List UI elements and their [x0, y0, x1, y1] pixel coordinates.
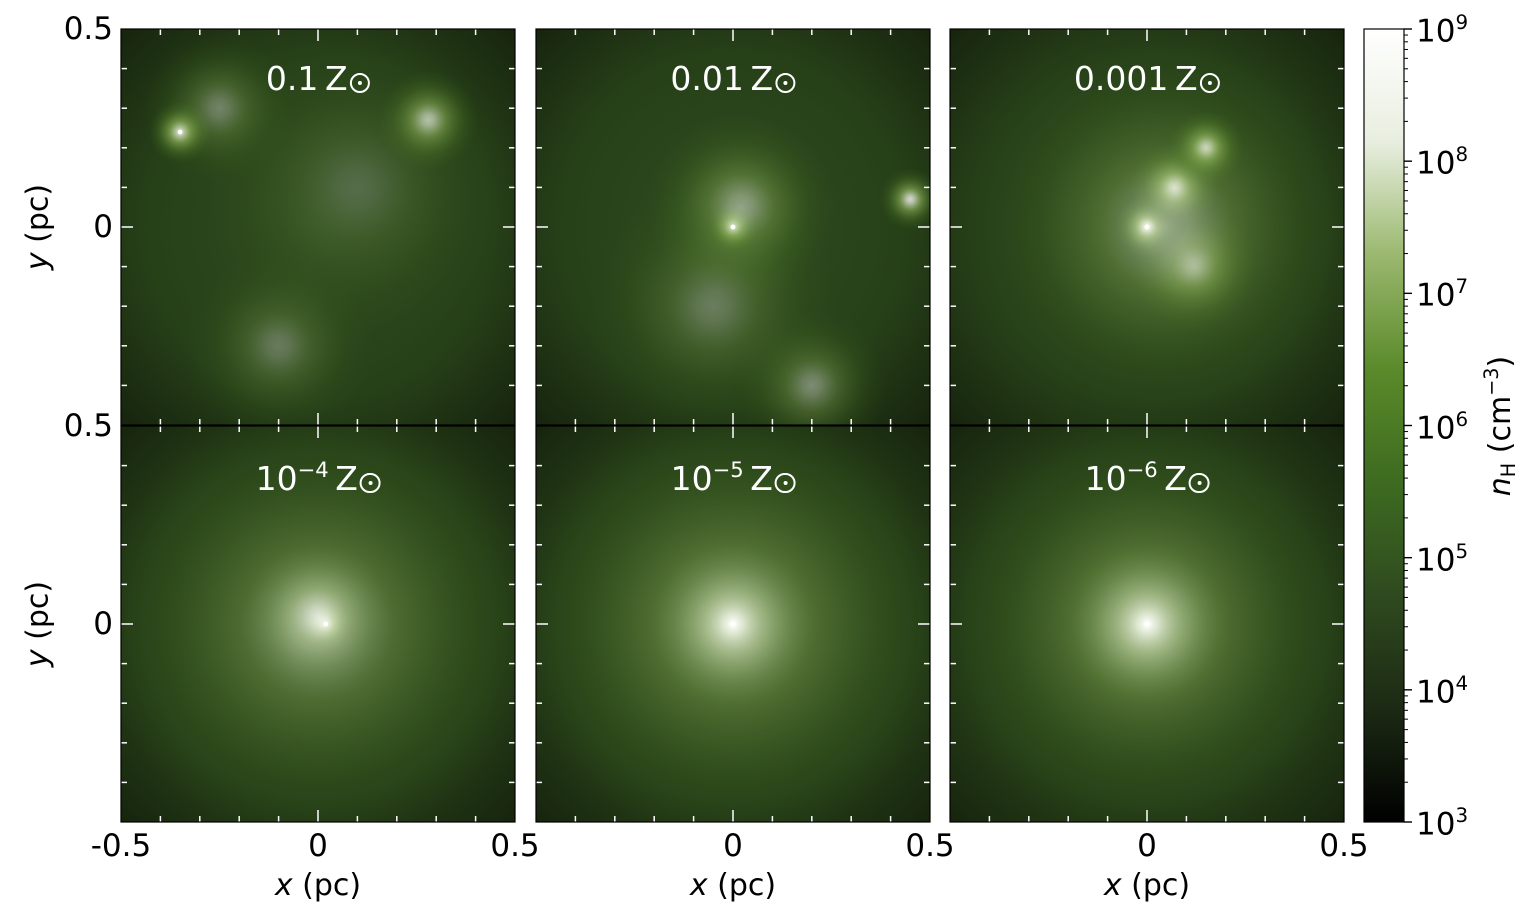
- density-panel: [950, 426, 1344, 822]
- colorbar-tick-label: 105: [1416, 539, 1469, 578]
- density-blob: [587, 180, 840, 425]
- panel-frame: [949, 28, 1345, 426]
- panel-label-unit: Z: [1157, 459, 1187, 499]
- colorbar-tick-label: 104: [1416, 671, 1469, 711]
- panel-label-value: 0.001: [1073, 59, 1169, 98]
- panel-label-exponent: −4: [297, 457, 329, 482]
- panel-label-unit: Z: [318, 59, 348, 98]
- colorbar-gradient: [1363, 28, 1405, 823]
- panel-label: 10−5 Z: [671, 459, 796, 495]
- density-peak: [730, 224, 736, 230]
- panel-label-value: 0.1: [265, 59, 319, 98]
- panel-frame: [535, 28, 931, 426]
- solar-symbol-icon: [1199, 72, 1221, 94]
- colorbar: [1363, 28, 1412, 823]
- y-axis-label: y (pc): [20, 183, 56, 271]
- density-peak: [1144, 224, 1150, 230]
- panel-group: [120, 28, 1345, 823]
- panel-label-value: 0.01: [670, 59, 744, 98]
- x-tick-label: 0: [308, 828, 328, 864]
- panel-label-unit: Z: [1168, 59, 1198, 98]
- y-tick-label: 0: [93, 209, 113, 245]
- solar-symbol-icon: [774, 472, 796, 494]
- x-tick-label: -0.5: [90, 828, 152, 864]
- density-peak: [177, 129, 183, 135]
- panel-label-value: 10: [1084, 459, 1127, 499]
- solar-symbol-icon: [359, 472, 381, 494]
- panel-frame: [535, 425, 931, 823]
- panel-label-exponent: −5: [712, 457, 744, 482]
- panel-ticks: [121, 29, 515, 425]
- panel-ticks: [950, 29, 1344, 425]
- density-blob: [199, 29, 515, 345]
- panel-label-value: 10: [670, 459, 713, 499]
- x-tick-label: 0: [1137, 828, 1157, 864]
- panel-label: 10−4 Z: [256, 459, 381, 495]
- colorbar-tick-label: 107: [1416, 275, 1469, 314]
- panel-label-unit: Z: [743, 459, 773, 499]
- panel-label: 10−6 Z: [1085, 459, 1210, 495]
- x-axis-label: x (pc): [689, 868, 777, 903]
- colorbar-tick-label: 109: [1416, 11, 1469, 50]
- panel-label-unit: Z: [743, 59, 774, 98]
- density-panel: [536, 426, 930, 822]
- y-axis-label: y (pc): [20, 580, 56, 668]
- panel-frame: [120, 425, 516, 823]
- panel-label-exponent: −6: [1126, 457, 1158, 482]
- panel-ticks: [121, 426, 515, 822]
- density-peak: [730, 621, 736, 627]
- solar-symbol-icon: [775, 72, 796, 94]
- density-panel: [121, 29, 515, 425]
- x-axis-label: x (pc): [1103, 868, 1191, 903]
- y-tick-label: 0.5: [63, 11, 113, 47]
- panel-label: 0.001 Z: [1073, 59, 1221, 98]
- panel-ticks: [536, 29, 930, 425]
- density-peak: [323, 621, 329, 627]
- panel-frame: [120, 28, 516, 426]
- density-blob: [878, 167, 930, 231]
- x-tick-label: 0.5: [490, 828, 540, 864]
- density-panel: [121, 426, 515, 822]
- panel-label-unit: Z: [328, 459, 358, 499]
- colorbar-tick-label: 103: [1416, 804, 1469, 843]
- colorbar-tick-label: 108: [1416, 143, 1469, 182]
- solar-symbol-icon: [1188, 472, 1210, 494]
- panel-frame: [949, 425, 1345, 823]
- colorbar-tick-label: 106: [1416, 407, 1469, 446]
- y-tick-label: 0.5: [63, 408, 113, 444]
- density-blob: [977, 37, 1344, 417]
- colorbar-label: nH (cm−3): [1480, 355, 1520, 496]
- density-blob: [121, 426, 515, 822]
- solar-symbol-icon: [349, 72, 371, 94]
- panel-label: 0.1 Z: [265, 59, 371, 98]
- panel-label: 0.01 Z: [670, 59, 796, 98]
- panel-ticks: [950, 426, 1344, 822]
- x-tick-label: 0: [723, 828, 743, 864]
- panel-ticks: [536, 426, 930, 822]
- x-axis-label: x (pc): [274, 868, 362, 903]
- panel-label-value: 10: [255, 459, 298, 499]
- density-peak: [1144, 621, 1150, 627]
- density-panel: [950, 29, 1344, 425]
- x-tick-label: 0.5: [905, 828, 955, 864]
- y-tick-label: 0: [93, 606, 113, 642]
- x-tick-label: 0.5: [1319, 828, 1369, 864]
- density-panel: [536, 29, 930, 425]
